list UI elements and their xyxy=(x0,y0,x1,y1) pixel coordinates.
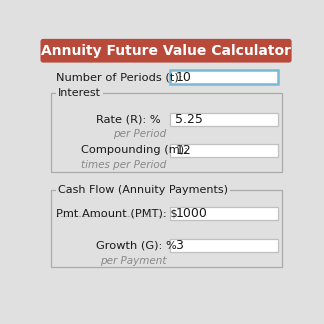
FancyBboxPatch shape xyxy=(170,239,278,252)
Text: 5.25: 5.25 xyxy=(175,113,203,126)
Text: Annuity Future Value Calculator: Annuity Future Value Calculator xyxy=(41,44,291,58)
FancyBboxPatch shape xyxy=(170,207,278,220)
Text: Rate (R): %: Rate (R): % xyxy=(96,114,160,124)
Text: times per Period: times per Period xyxy=(81,160,166,170)
Text: per Payment: per Payment xyxy=(99,256,166,266)
Text: 12: 12 xyxy=(175,144,191,156)
Text: Pmt Amount (PMT): $: Pmt Amount (PMT): $ xyxy=(56,209,177,218)
Text: Cash Flow (Annuity Payments): Cash Flow (Annuity Payments) xyxy=(58,185,228,195)
FancyBboxPatch shape xyxy=(170,144,278,156)
FancyBboxPatch shape xyxy=(170,113,278,126)
Text: Compounding (m):: Compounding (m): xyxy=(81,145,188,155)
Text: 3: 3 xyxy=(175,239,183,252)
FancyBboxPatch shape xyxy=(51,190,282,267)
Text: Growth (G): %: Growth (G): % xyxy=(96,240,177,250)
Text: 1000: 1000 xyxy=(175,207,207,220)
FancyBboxPatch shape xyxy=(51,93,282,172)
Text: Number of Periods (t):: Number of Periods (t): xyxy=(56,73,182,83)
FancyBboxPatch shape xyxy=(40,39,292,63)
Text: Interest: Interest xyxy=(58,87,101,98)
Text: 10: 10 xyxy=(175,71,191,84)
FancyBboxPatch shape xyxy=(170,70,278,84)
Text: per Period: per Period xyxy=(113,129,166,139)
